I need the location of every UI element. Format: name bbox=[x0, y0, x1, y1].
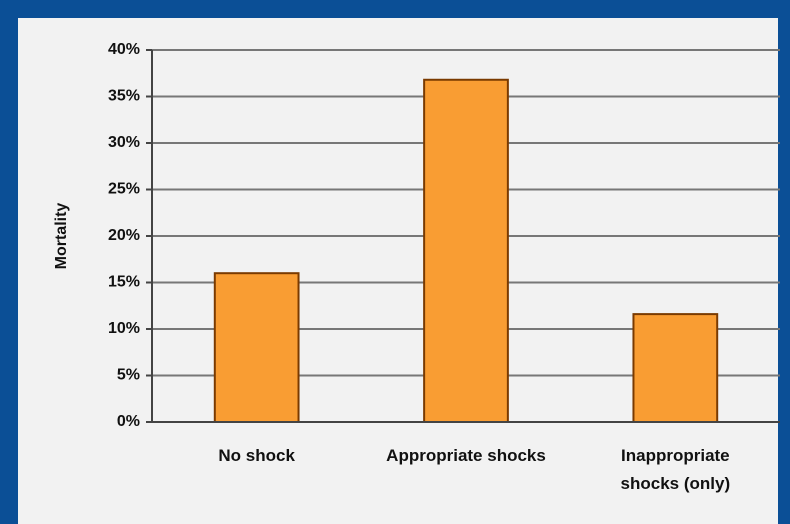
bar bbox=[423, 78, 509, 423]
y-tick-label: 10% bbox=[108, 320, 140, 337]
x-tick-label: No shock bbox=[218, 446, 295, 465]
y-tick-label: 40% bbox=[108, 41, 140, 58]
y-tick-label: 20% bbox=[108, 227, 140, 244]
bar bbox=[213, 272, 300, 424]
y-tick-label: 25% bbox=[108, 181, 140, 198]
y-tick-label: 0% bbox=[117, 413, 140, 430]
y-tick-label: 15% bbox=[108, 274, 140, 291]
x-tick-label: Appropriate shocks bbox=[386, 446, 546, 465]
x-tick-label: Inappropriate shocks (only) bbox=[620, 446, 731, 493]
y-tick-label: 30% bbox=[108, 134, 140, 151]
y-tick-label: 5% bbox=[117, 367, 140, 384]
bar bbox=[632, 313, 719, 423]
panel bbox=[18, 18, 778, 524]
y-axis-label: Mortality bbox=[53, 203, 70, 270]
y-tick-label: 35% bbox=[108, 88, 140, 105]
